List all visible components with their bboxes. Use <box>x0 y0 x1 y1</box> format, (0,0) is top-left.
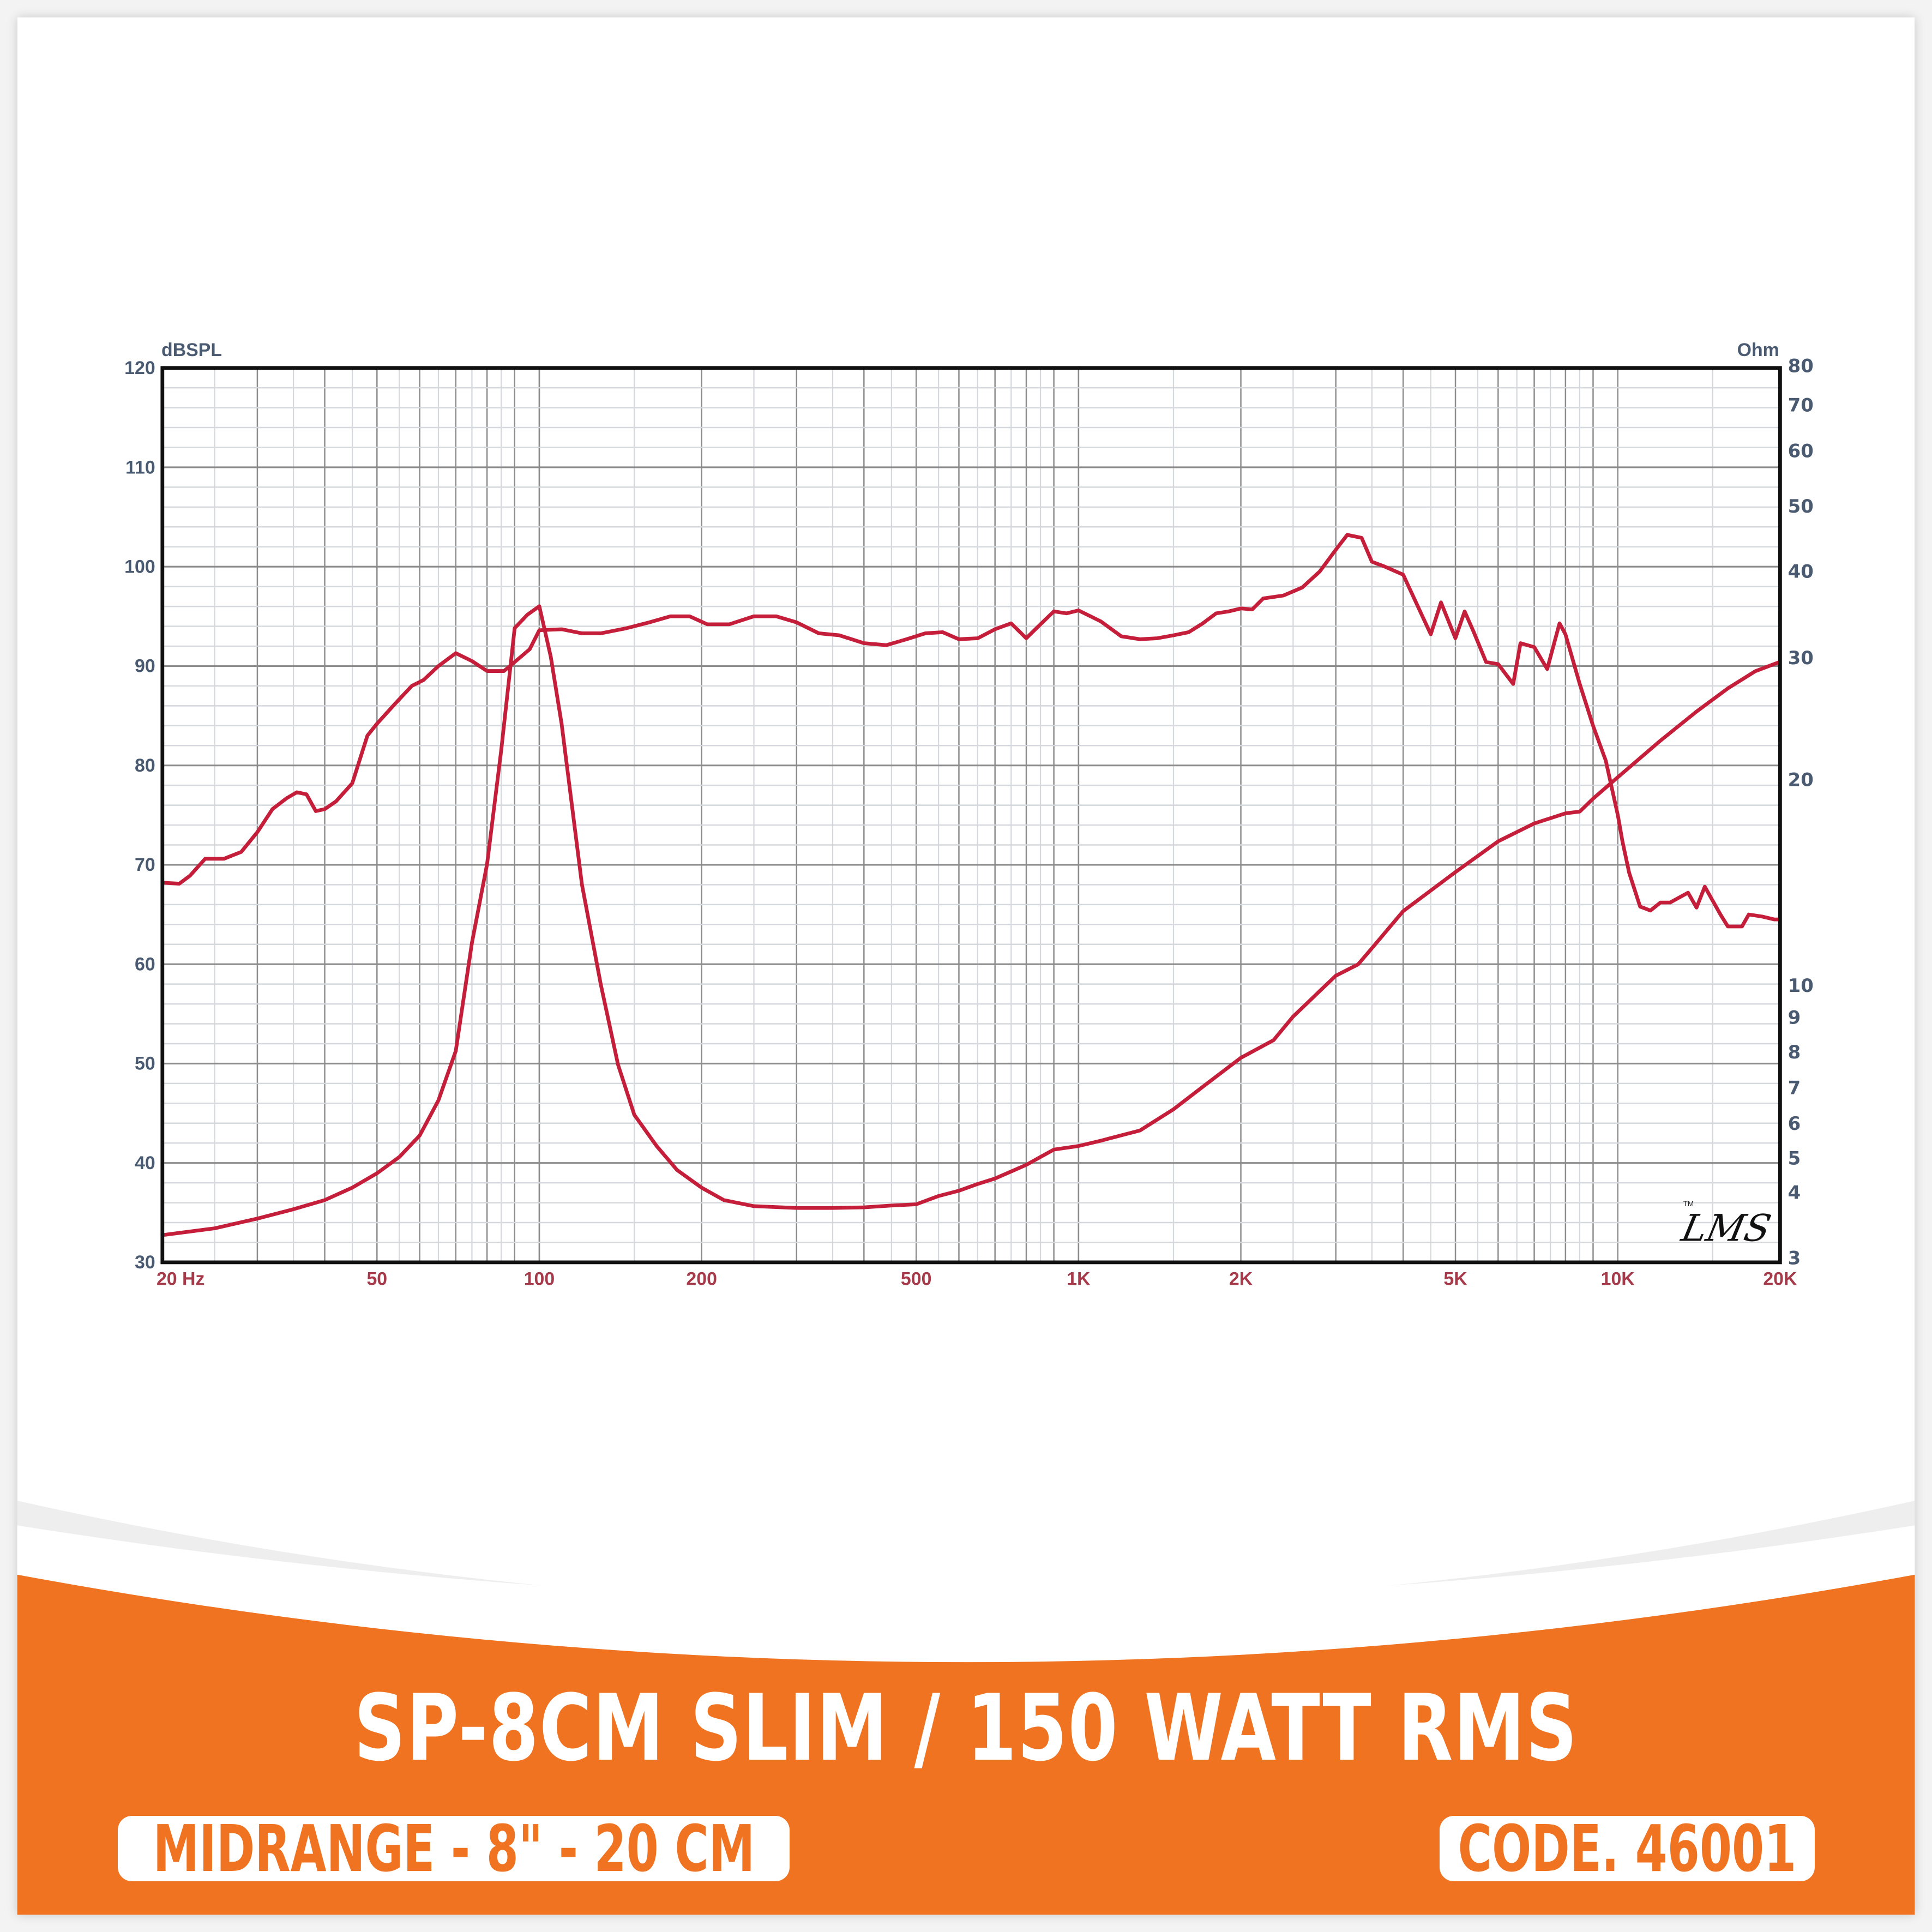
y-right-tick: 20 <box>1788 769 1814 791</box>
x-tick: 200 <box>686 1269 717 1290</box>
y-right-tick: 50 <box>1788 496 1814 517</box>
impedance-curve <box>162 604 1780 1237</box>
chart-grid <box>161 367 1781 1263</box>
code-badge-text: CODE. 46001 <box>1458 1811 1797 1886</box>
y-right-tick: 4 <box>1788 1182 1801 1203</box>
y-right-tick-labels: 80 70 60 50 40 30 20 10 9 8 7 6 5 4 3 <box>1788 355 1814 1268</box>
x-tick: 10K <box>1601 1269 1635 1290</box>
lms-logo-tm: TM <box>1683 1200 1694 1208</box>
y-right-tick: 80 <box>1788 355 1814 376</box>
y-left-tick: 60 <box>135 954 155 974</box>
x-tick: 50 <box>366 1269 387 1290</box>
category-badge-text: MIDRANGE - 8" - 20 CM <box>153 1811 755 1886</box>
product-title: SP-8CM SLIM / 150 WATT RMS <box>354 1675 1578 1781</box>
lms-logo: TM LMS <box>1677 1200 1775 1250</box>
y-left-tick: 30 <box>135 1252 155 1273</box>
y-left-tick: 50 <box>135 1054 155 1074</box>
x-tick: 5K <box>1443 1269 1467 1290</box>
y-right-tick: 70 <box>1788 395 1814 416</box>
y-left-tick: 90 <box>135 656 155 677</box>
y-right-tick: 30 <box>1788 647 1814 669</box>
y-left-unit-label: dBSPL <box>161 340 222 360</box>
code-badge: CODE. 46001 <box>1440 1811 1815 1886</box>
x-tick: 20 Hz <box>157 1269 205 1290</box>
y-left-tick: 110 <box>125 457 155 478</box>
y-right-tick: 5 <box>1788 1147 1801 1169</box>
x-tick: 2K <box>1229 1269 1253 1290</box>
x-tick: 20K <box>1763 1269 1797 1290</box>
x-tick: 100 <box>524 1269 555 1290</box>
y-right-tick: 6 <box>1788 1113 1801 1134</box>
y-right-tick: 9 <box>1788 1007 1801 1028</box>
y-left-tick: 80 <box>135 755 155 776</box>
x-tick: 1K <box>1067 1269 1091 1290</box>
y-right-unit-label: Ohm <box>1737 340 1779 360</box>
plot-frame <box>160 366 1782 1265</box>
lms-logo-text: LMS <box>1677 1207 1775 1250</box>
y-right-tick: 40 <box>1788 561 1814 582</box>
y-right-tick: 10 <box>1788 975 1814 996</box>
y-right-tick: 7 <box>1788 1077 1801 1098</box>
x-tick: 500 <box>901 1269 932 1290</box>
y-left-tick: 120 <box>124 358 155 378</box>
spl-curve <box>162 533 1780 929</box>
chart-curves <box>162 533 1780 1237</box>
y-right-tick: 8 <box>1788 1042 1801 1063</box>
y-left-tick-labels: 120 110 100 90 80 70 60 50 40 30 <box>124 358 155 1273</box>
y-right-tick: 3 <box>1788 1247 1801 1268</box>
y-left-tick: 70 <box>135 854 155 875</box>
y-right-tick: 60 <box>1788 440 1814 461</box>
x-tick-labels: 20 Hz 50 100 200 500 1K 2K 5K 10K 20K <box>157 1269 1797 1290</box>
category-badge: MIDRANGE - 8" - 20 CM <box>118 1811 790 1886</box>
y-left-tick: 40 <box>135 1153 155 1173</box>
y-left-tick: 100 <box>124 556 155 577</box>
